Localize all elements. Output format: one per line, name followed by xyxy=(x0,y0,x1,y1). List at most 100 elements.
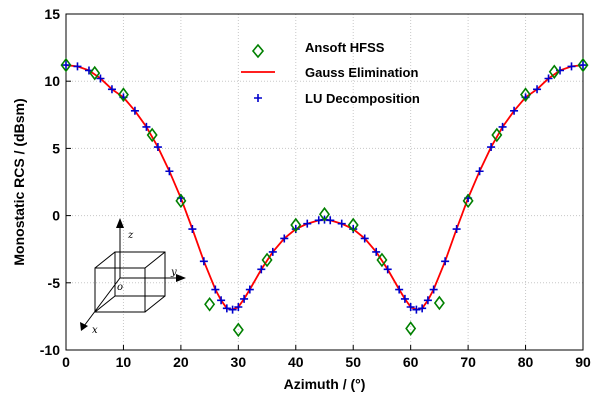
y-axis-arrowhead xyxy=(176,274,186,282)
y-tick-label: -10 xyxy=(40,342,60,358)
data-point-ansoft-hfss xyxy=(89,65,101,81)
axis-ticks: 0 10 20 30 40 50 60 70 80 90 -10 -5 0 5 10 15 xyxy=(40,6,591,370)
x-tick-label: 60 xyxy=(403,354,419,370)
cube-edge xyxy=(144,251,166,269)
legend-item-hfss: Ansoft HFSS xyxy=(251,40,385,59)
data-point-ansoft-hfss xyxy=(117,87,129,102)
legend-label-lu: LU Decomposition xyxy=(305,91,420,106)
series-ansoft-hfss xyxy=(60,57,589,338)
x-tick-label: 90 xyxy=(575,354,591,370)
data-point-lu-decomposition xyxy=(418,304,427,313)
legend-marker-hfss xyxy=(251,43,265,59)
data-point-lu-decomposition xyxy=(579,61,587,70)
x-tick-label: 70 xyxy=(460,354,476,370)
y-tick-label: 10 xyxy=(44,73,60,89)
data-point-lu-decomposition xyxy=(372,247,381,256)
data-point-lu-decomposition xyxy=(475,167,484,176)
y-tick-label: 5 xyxy=(52,140,60,156)
data-point-lu-decomposition xyxy=(337,219,346,228)
y-axis-title: Monostatic RCS / (dBsm) xyxy=(11,98,27,265)
data-point-lu-decomposition xyxy=(217,296,226,305)
data-point-lu-decomposition xyxy=(406,302,415,311)
data-point-ansoft-hfss xyxy=(462,193,474,209)
data-point-lu-decomposition xyxy=(222,304,231,313)
data-point-lu-decomposition xyxy=(510,106,519,115)
data-point-lu-decomposition xyxy=(245,285,254,294)
x-axis-title: Azimuth / (°) xyxy=(284,376,366,392)
data-point-lu-decomposition xyxy=(423,296,432,305)
data-point-lu-decomposition xyxy=(533,85,542,94)
data-point-ansoft-hfss xyxy=(577,57,589,73)
z-axis-arrowhead xyxy=(116,218,124,228)
data-point-lu-decomposition xyxy=(211,285,220,294)
y-tick-label: 15 xyxy=(44,6,60,22)
data-point-ansoft-hfss xyxy=(405,321,417,336)
data-point-ansoft-hfss xyxy=(433,295,445,311)
data-point-ansoft-hfss xyxy=(319,206,330,222)
data-point-lu-decomposition xyxy=(452,225,461,234)
x-tick-label: 40 xyxy=(288,354,304,370)
data-point-lu-decomposition xyxy=(165,167,174,176)
x-tick-label: 50 xyxy=(345,354,361,370)
data-point-ansoft-hfss xyxy=(175,193,187,209)
inset-label-y: y xyxy=(170,267,177,278)
grid-lines xyxy=(66,14,583,350)
series xyxy=(60,57,589,338)
legend-label-hfss: Ansoft HFSS xyxy=(305,40,385,55)
data-point-lu-decomposition xyxy=(280,234,289,243)
x-tick-label: 80 xyxy=(518,354,534,370)
cube-edge xyxy=(144,295,166,313)
data-point-ansoft-hfss xyxy=(261,252,273,268)
plot-frame xyxy=(65,13,584,351)
x-tick-label: 0 xyxy=(62,354,70,370)
cube-back-face xyxy=(114,251,166,297)
data-point-lu-decomposition xyxy=(228,305,237,314)
legend-item-gauss: Gauss Elimination xyxy=(241,65,418,80)
data-point-ansoft-hfss xyxy=(376,252,388,268)
x-axis-arrow xyxy=(83,277,121,327)
legend: Ansoft HFSS Gauss Elimination LU Decompo… xyxy=(241,40,420,106)
data-point-lu-decomposition xyxy=(400,294,409,303)
data-point-lu-decomposition xyxy=(153,143,162,152)
inset-label-x: x xyxy=(92,325,98,336)
data-point-ansoft-hfss xyxy=(232,322,244,338)
inset-label-z: z xyxy=(127,230,134,241)
data-point-lu-decomposition xyxy=(73,62,82,71)
data-point-lu-decomposition xyxy=(360,234,369,243)
y-tick-label: -5 xyxy=(48,275,61,291)
data-point-lu-decomposition xyxy=(107,85,116,94)
data-point-lu-decomposition xyxy=(326,216,335,225)
cube-edge xyxy=(94,295,116,313)
y-tick-label: 0 xyxy=(52,208,60,224)
data-point-lu-decomposition xyxy=(234,302,243,311)
data-point-lu-decomposition xyxy=(199,257,208,266)
data-point-lu-decomposition xyxy=(303,219,312,228)
data-point-lu-decomposition xyxy=(383,265,392,274)
data-point-ansoft-hfss xyxy=(146,127,158,143)
data-point-ansoft-hfss xyxy=(204,296,216,312)
cube-geometry-inset: z y x o xyxy=(80,218,186,336)
data-point-lu-decomposition xyxy=(142,122,151,131)
data-point-lu-decomposition xyxy=(544,74,553,83)
legend-item-lu: LU Decomposition xyxy=(254,91,420,106)
data-point-lu-decomposition xyxy=(487,143,496,152)
data-point-ansoft-hfss xyxy=(491,127,503,143)
data-point-ansoft-hfss xyxy=(347,217,359,233)
inset-label-o: o xyxy=(117,282,123,293)
x-tick-label: 20 xyxy=(173,354,189,370)
data-point-ansoft-hfss xyxy=(520,87,532,102)
data-point-ansoft-hfss xyxy=(548,64,560,80)
data-point-lu-decomposition xyxy=(441,257,450,266)
x-axis-arrowhead xyxy=(80,322,88,331)
data-point-lu-decomposition xyxy=(429,285,438,294)
x-tick-label: 10 xyxy=(116,354,132,370)
data-point-lu-decomposition xyxy=(130,106,139,115)
data-point-lu-decomposition xyxy=(257,265,266,274)
data-point-lu-decomposition xyxy=(412,305,421,314)
data-point-lu-decomposition xyxy=(395,285,404,294)
data-point-lu-decomposition xyxy=(188,225,197,234)
data-point-lu-decomposition xyxy=(268,247,277,256)
cube-edge xyxy=(94,251,116,269)
data-point-lu-decomposition xyxy=(96,74,105,83)
